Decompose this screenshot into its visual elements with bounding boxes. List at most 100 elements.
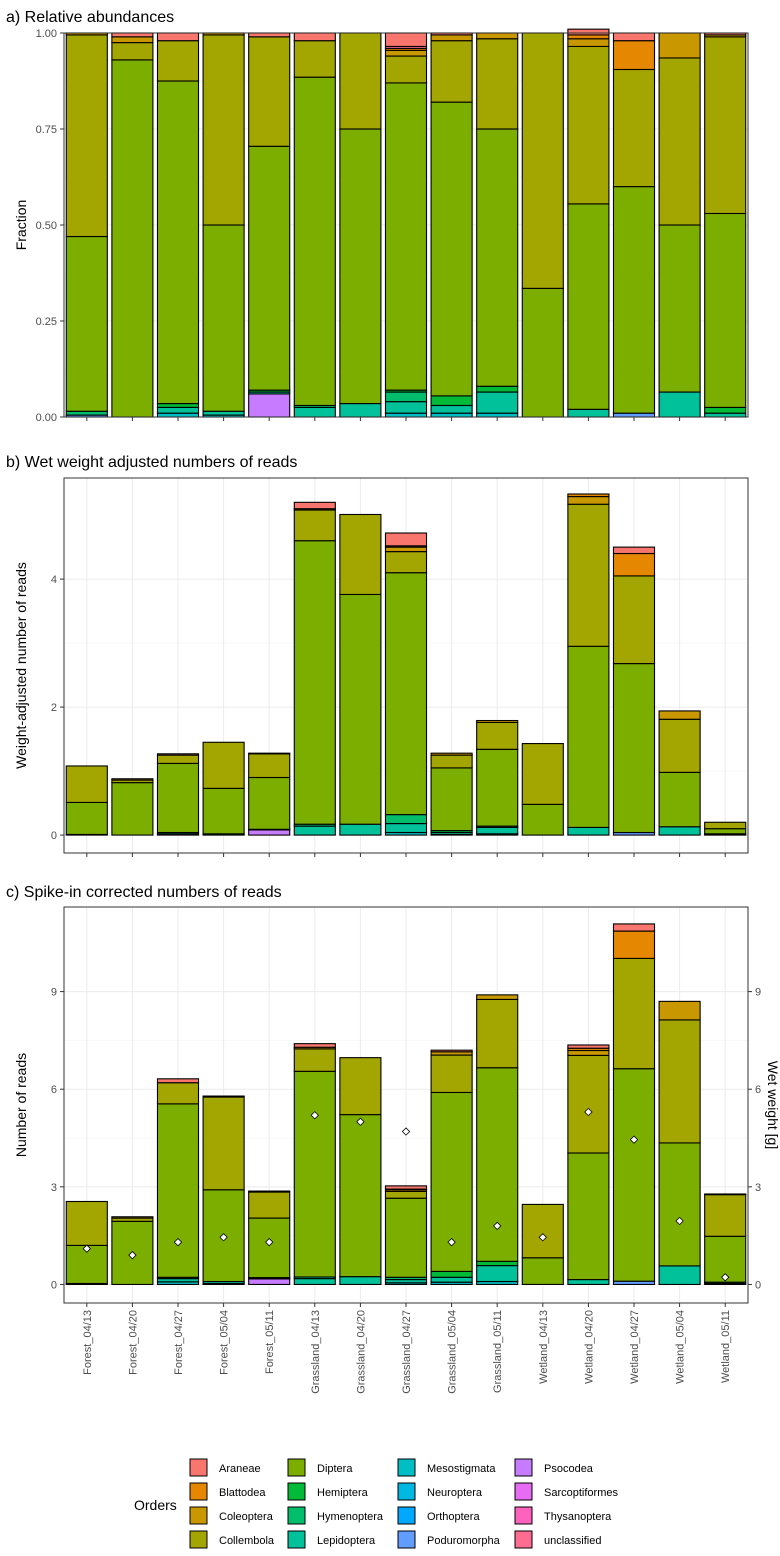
bar-segment-collembola	[112, 43, 153, 60]
x-tick-label: Wetland_04/13	[538, 1310, 550, 1384]
legend-label: Blattodea	[219, 1487, 266, 1499]
bar-segment-blattodea	[613, 931, 654, 958]
bar-forest-04-27	[157, 1079, 198, 1285]
bar-segment-diptera	[522, 804, 563, 835]
bar-segment-collembola	[385, 56, 426, 83]
bar-segment-coleoptera	[568, 1051, 609, 1056]
bar-segment-diptera	[157, 1104, 198, 1277]
bar-wetland-05-11	[705, 822, 746, 835]
legend-swatch	[398, 1459, 415, 1476]
bar-grassland-04-27	[385, 33, 426, 417]
bar-wetland-04-20	[568, 29, 609, 417]
bar-forest-04-20	[112, 33, 153, 417]
bar-segment-lepidoptera	[568, 409, 609, 417]
bar-segment-hymenoptera	[385, 815, 426, 824]
y2-tick-label: 6	[755, 1084, 761, 1096]
bar-segment-araneae	[112, 33, 153, 37]
bar-segment-collembola	[477, 722, 518, 749]
bar-grassland-04-20	[340, 1058, 381, 1285]
bar-forest-05-04	[203, 1096, 244, 1284]
bar-segment-diptera	[522, 288, 563, 417]
bar-segment-collembola	[431, 1055, 472, 1092]
bar-forest-04-20	[112, 1217, 153, 1285]
bar-segment-diptera	[294, 1071, 335, 1277]
bar-segment-collembola	[568, 46, 609, 203]
legend-label: Lepidoptera	[317, 1535, 376, 1547]
bar-segment-araneae	[294, 1044, 335, 1048]
bar-segment-araneae	[613, 33, 654, 41]
legend-label: Psocodea	[544, 1463, 594, 1475]
x-tick-label: Forest_05/11	[264, 1310, 276, 1374]
bar-forest-05-04	[203, 742, 244, 835]
bar-segment-diptera	[659, 225, 700, 392]
bar-forest-04-27	[157, 754, 198, 835]
x-tick-label: Grassland_04/13	[310, 1310, 322, 1394]
bar-segment-collembola	[477, 999, 518, 1067]
bar-segment-hymenoptera	[66, 411, 107, 415]
bar-segment-collembola	[157, 1083, 198, 1104]
bar-segment-diptera	[203, 225, 244, 411]
bar-segment-lepidoptera	[203, 411, 244, 415]
bar-grassland-04-20	[340, 514, 381, 835]
y-tick-label: 6	[51, 1084, 57, 1096]
bar-segment-coleoptera	[477, 33, 518, 39]
bar-segment-mesostigmata	[385, 413, 426, 417]
bar-segment-blattodea	[613, 41, 654, 70]
bar-segment-hymenoptera	[385, 392, 426, 402]
y-tick-label: 3	[51, 1182, 57, 1194]
bar-segment-diptera	[249, 777, 290, 829]
bar-segment-coleoptera	[112, 1217, 153, 1218]
bar-segment-collembola	[385, 552, 426, 573]
y-axis-title: Weight-adjusted number of reads	[13, 562, 29, 769]
panel-title: a) Relative abundances	[6, 9, 174, 26]
legend-swatch	[515, 1507, 532, 1524]
legend-swatch	[288, 1507, 305, 1524]
bar-wetland-04-20	[568, 494, 609, 835]
bar-segment-araneae	[294, 33, 335, 41]
bar-segment-collembola	[613, 576, 654, 664]
bar-segment-coleoptera	[477, 721, 518, 723]
bar-segment-collembola	[203, 742, 244, 788]
bar-segment-coleoptera	[659, 711, 700, 719]
bar-segment-diptera	[66, 237, 107, 412]
panel-1: 0.000.250.500.751.00a) Relative abundanc…	[6, 9, 748, 424]
bar-segment-collembola	[659, 58, 700, 225]
bar-grassland-05-11	[477, 33, 518, 417]
legend-swatch	[515, 1483, 532, 1500]
bar-segment-diptera	[294, 77, 335, 405]
bar-segment-diptera	[431, 768, 472, 831]
legend-label: Collembola	[219, 1535, 275, 1547]
bar-segment-araneae	[385, 1186, 426, 1189]
legend-label: Sarcoptiformes	[544, 1487, 618, 1499]
bar-segment-lepidoptera	[431, 405, 472, 413]
bar-forest-05-04	[203, 33, 244, 417]
bar-segment-lepidoptera	[294, 1279, 335, 1285]
bar-segment-psocodea	[249, 394, 290, 417]
bar-segment-collembola	[477, 39, 518, 129]
legend-label: unclassified	[544, 1535, 601, 1547]
x-tick-label: Grassland_05/11	[492, 1310, 504, 1393]
bar-segment-collembola	[340, 33, 381, 129]
y-tick-label: 4	[51, 574, 57, 586]
bar-segment-lepidoptera	[477, 392, 518, 413]
bar-segment-diptera	[477, 1068, 518, 1262]
bar-segment-hemiptera	[157, 404, 198, 408]
bar-segment-hemiptera	[477, 386, 518, 392]
bar-segment-diptera	[477, 129, 518, 386]
bar-segment-collembola	[705, 37, 746, 214]
bar-segment-collembola	[659, 719, 700, 772]
bar-segment-araneae	[249, 753, 290, 754]
bar-segment-araneae	[568, 1045, 609, 1048]
bar-segment-collembola	[431, 755, 472, 768]
bar-segment-lepidoptera	[340, 824, 381, 835]
bar-segment-lepidoptera	[340, 404, 381, 417]
bar-segment-lepidoptera	[659, 1266, 700, 1285]
legend-label: Neuroptera	[427, 1487, 483, 1499]
bar-segment-diptera	[249, 1218, 290, 1278]
bar-segment-psocodea	[249, 830, 290, 835]
bar-forest-04-27	[157, 33, 198, 417]
bar-segment-diptera	[385, 1198, 426, 1277]
bar-segment-collembola	[522, 744, 563, 805]
bar-wetland-05-11	[705, 33, 746, 417]
